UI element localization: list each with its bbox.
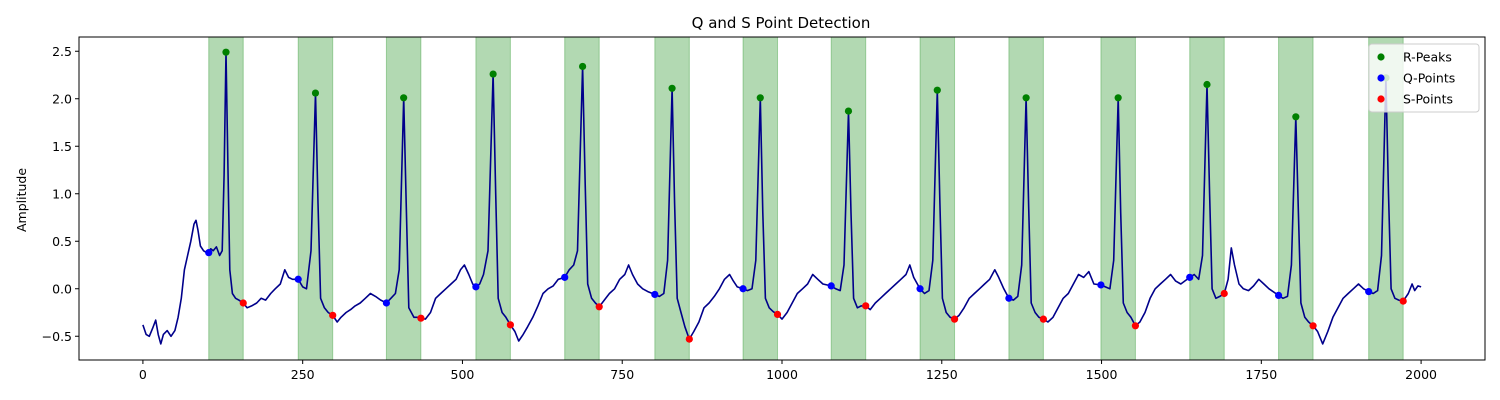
s-point-7 (862, 302, 870, 310)
r-peak-5 (668, 84, 676, 92)
detection-window-2 (385, 36, 422, 361)
detection-window-8 (919, 36, 956, 361)
legend-box (1368, 43, 1480, 113)
ecg-signal-line (142, 51, 1422, 345)
x-tick-label-3: 750 (610, 367, 634, 382)
detection-window-10 (1100, 36, 1136, 361)
x-tick-label-2: 500 (451, 367, 475, 382)
detected-points (205, 48, 1407, 343)
s-point-2 (417, 314, 425, 322)
r-peak-2 (400, 94, 408, 102)
x-axis-ticks: 0 250 500 750 1000 1250 1500 1750 2000 (139, 360, 1437, 382)
y-tick-label-5: 2.0 (52, 91, 72, 106)
q-point-10 (1097, 281, 1105, 289)
x-tick-label-1: 250 (291, 367, 315, 382)
y-tick-label-0: −0.5 (42, 329, 72, 344)
legend: R-Peaks Q-Points S-Points (1368, 43, 1480, 113)
q-point-11 (1186, 273, 1194, 281)
q-point-7 (827, 282, 835, 290)
s-point-3 (506, 321, 514, 329)
detection-window-6 (742, 36, 779, 361)
q-point-3 (472, 283, 480, 291)
r-peak-12 (1292, 113, 1300, 121)
r-peak-7 (844, 107, 853, 115)
s-point-6 (773, 310, 782, 318)
q-point-6 (739, 285, 747, 293)
legend-marker-1 (1377, 74, 1385, 82)
legend-label-2: S-Points (1403, 92, 1453, 107)
y-tick-label-3: 1.0 (52, 186, 72, 201)
q-point-1 (294, 275, 302, 283)
plot-frame (78, 36, 1486, 361)
s-point-10 (1131, 322, 1140, 330)
q-point-8 (916, 285, 924, 293)
x-tick-label-0: 0 (139, 367, 147, 382)
x-tick-label-8: 2000 (1405, 367, 1437, 382)
detection-window-7 (830, 36, 867, 361)
q-point-5 (651, 290, 659, 299)
x-tick-label-5: 1250 (926, 367, 958, 382)
y-tick-label-4: 1.5 (52, 139, 72, 154)
s-point-0 (239, 299, 247, 307)
s-point-13 (1399, 297, 1407, 305)
y-axis-ticks: −0.5 0.0 0.5 1.0 1.5 2.0 2.5 (42, 44, 79, 344)
q-point-12 (1274, 291, 1283, 299)
legend-label-0: R-Peaks (1403, 50, 1452, 65)
r-peak-1 (311, 89, 320, 97)
detection-windows (208, 36, 1404, 361)
r-peak-11 (1203, 80, 1211, 89)
s-point-1 (329, 311, 337, 319)
s-point-4 (595, 303, 603, 311)
r-peak-10 (1114, 94, 1122, 102)
s-point-9 (1039, 315, 1047, 323)
q-point-9 (1005, 294, 1013, 302)
r-peak-8 (933, 86, 941, 94)
y-tick-label-1: 0.0 (52, 281, 72, 296)
x-tick-label-4: 1000 (766, 367, 798, 382)
s-point-5 (685, 335, 693, 343)
r-peak-0 (222, 48, 230, 56)
detection-window-12 (1278, 36, 1314, 361)
x-tick-label-7: 1750 (1245, 367, 1277, 382)
y-axis-label: Amplitude (14, 168, 29, 232)
r-peak-4 (579, 62, 587, 71)
chart-title: Q and S Point Detection (692, 14, 871, 32)
s-point-8 (950, 315, 959, 323)
q-point-2 (382, 299, 391, 307)
s-point-11 (1220, 289, 1228, 298)
y-tick-label-2: 0.5 (52, 234, 72, 249)
q-point-4 (561, 273, 569, 281)
q-point-13 (1365, 288, 1373, 296)
r-peak-3 (489, 70, 497, 78)
x-tick-label-6: 1500 (1086, 367, 1118, 382)
detection-window-9 (1008, 36, 1044, 361)
legend-label-1: Q-Points (1403, 71, 1455, 86)
legend-marker-2 (1377, 95, 1385, 103)
y-tick-label-6: 2.5 (52, 44, 72, 59)
r-peak-9 (1022, 94, 1030, 102)
r-peak-6 (756, 94, 764, 102)
q-point-0 (205, 249, 213, 257)
ecg-signal (142, 51, 1422, 345)
s-point-12 (1309, 322, 1317, 330)
legend-marker-0 (1377, 53, 1385, 61)
